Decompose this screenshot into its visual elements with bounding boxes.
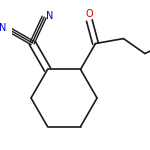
Text: O: O xyxy=(85,9,93,19)
Text: N: N xyxy=(46,11,53,21)
Text: N: N xyxy=(0,23,6,33)
